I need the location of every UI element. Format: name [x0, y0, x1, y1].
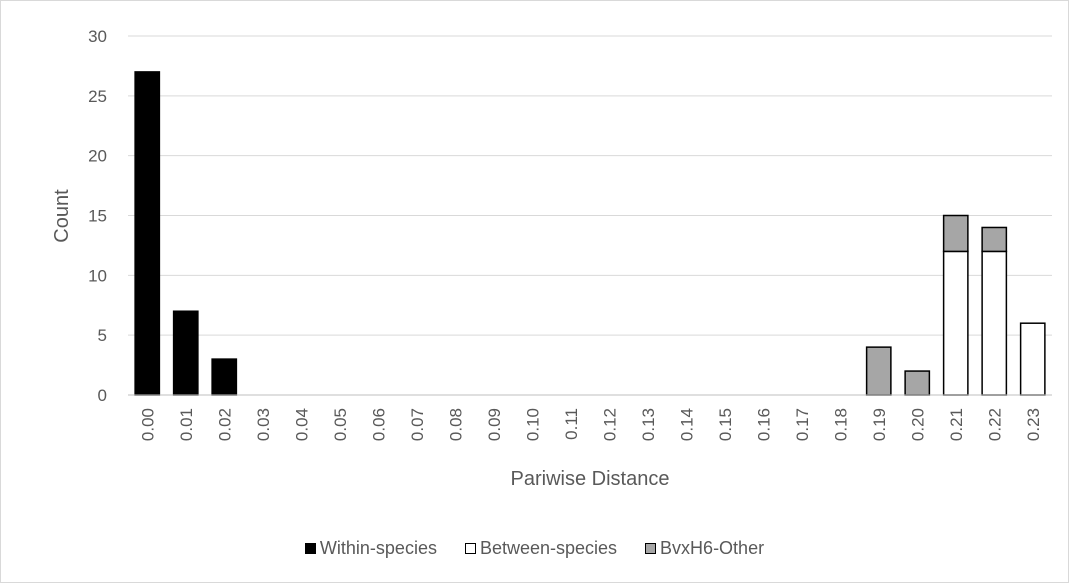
x-tick-label: 0.12 [600, 408, 619, 441]
x-tick-label: 0.10 [523, 408, 542, 441]
x-tick-label: 0.16 [754, 408, 773, 441]
x-tick-label: 0.04 [292, 408, 311, 441]
gridlines [128, 35, 1052, 336]
legend-item: BvxH6-Other [645, 538, 764, 559]
bar-bvxh6-other-0.22 [981, 226, 1008, 253]
y-tick-label: 5 [98, 326, 107, 345]
bar-between-species-0.22 [981, 250, 1008, 396]
x-tick-labels: 0.00 0.01 0.02 0.03 0.04 0.05 0.06 0.07 0.08 0.09… [138, 408, 1043, 441]
legend-item: Within-species [304, 538, 437, 559]
x-tick-label: 0.05 [331, 408, 350, 441]
x-tick-label: 0.23 [1024, 408, 1043, 441]
bar-between-species-0.23 [1019, 322, 1046, 396]
legend-item: Between-species [464, 538, 618, 559]
x-tick-label: 0.13 [639, 408, 658, 441]
x-tick-label: 0.17 [793, 408, 812, 441]
x-axis-title: Pariwise Distance [511, 468, 670, 490]
legend: Within-species Between-species BvxH6-Other [0, 538, 1069, 559]
y-tick-label: 15 [88, 207, 107, 226]
x-tick-label: 0.18 [831, 408, 850, 441]
y-tick-label: 25 [88, 87, 107, 106]
y-tick-label: 10 [88, 266, 107, 285]
legend-swatch [464, 543, 476, 554]
x-tick-label: 0.19 [870, 408, 889, 441]
bar-within-species-0.01 [172, 310, 199, 396]
x-tick-label: 0.09 [485, 408, 504, 441]
x-tick-label: 0.22 [985, 408, 1004, 441]
x-tick-label: 0.07 [408, 408, 427, 441]
legend-swatch [304, 543, 316, 554]
x-tick-label: 0.03 [254, 408, 273, 441]
bar-bvxh6-other-0.19 [865, 346, 892, 396]
bar-bvxh6-other-0.21 [942, 214, 969, 253]
x-tick-label: 0.06 [369, 408, 388, 441]
bar-bvxh6-other-0.20 [904, 370, 931, 396]
x-tick-label: 0.15 [716, 408, 735, 441]
y-tick-labels: 0 5 10 15 20 25 30 [88, 27, 107, 405]
x-tick-label: 0.02 [215, 408, 234, 441]
legend-label: BvxH6-Other [660, 538, 765, 558]
bar-between-species-0.21 [942, 250, 969, 396]
legend-swatch [645, 543, 657, 554]
y-tick-label: 20 [88, 147, 107, 166]
x-tick-label: 0.21 [947, 408, 966, 441]
x-tick-label: 0.11 [562, 408, 581, 440]
bar-within-species-0.00 [134, 71, 161, 396]
y-tick-label: 0 [98, 386, 107, 405]
x-tick-label: 0.20 [908, 408, 927, 441]
bar-within-species-0.02 [211, 358, 238, 396]
x-tick-label: 0.01 [177, 408, 196, 441]
x-tick-label: 0.00 [138, 408, 157, 441]
y-tick-label: 30 [88, 27, 107, 46]
legend-label: Within-species [319, 538, 437, 558]
legend-label: Between-species [479, 538, 618, 558]
x-tick-label: 0.14 [677, 408, 696, 441]
bars [134, 71, 1046, 396]
y-axis-title: Count [51, 189, 73, 243]
x-tick-label: 0.08 [446, 408, 465, 441]
